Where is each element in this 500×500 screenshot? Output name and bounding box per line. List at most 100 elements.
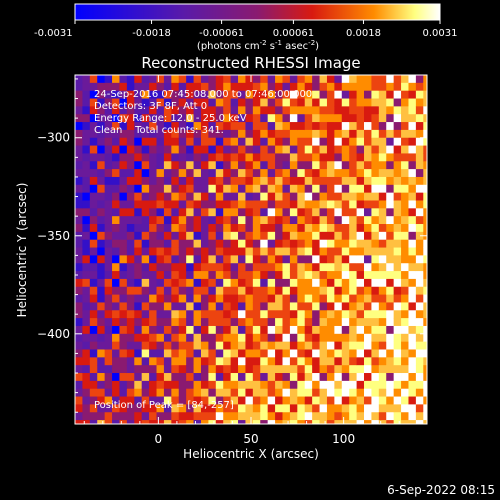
heatmap-pixel [89,325,98,335]
heatmap-pixel [401,357,409,366]
heatmap-pixel [186,106,194,115]
heatmap-pixel [171,122,180,131]
heatmap-pixel [82,373,91,382]
heatmap-pixel [275,129,283,139]
heatmap-pixel [252,325,261,335]
heatmap-pixel [134,145,143,154]
heatmap-pixel [119,129,128,139]
heatmap-pixel [275,224,283,233]
heatmap-pixel [119,255,128,264]
heatmap-pixel [186,333,194,343]
heatmap-pixel [267,255,276,264]
heatmap-pixel [149,122,157,131]
heatmap-pixel [178,90,187,99]
heatmap-pixel [378,420,387,424]
heatmap-pixel [200,310,209,319]
heatmap-pixel [312,129,320,139]
heatmap-pixel [378,341,387,350]
heatmap-pixel [104,216,113,225]
heatmap-pixel [149,373,157,382]
heatmap-pixel [289,137,298,146]
heatmap-pixel [275,239,283,248]
heatmap-pixel [149,239,157,248]
heatmap-pixel [230,231,239,241]
heatmap-pixel [171,239,180,248]
heatmap-pixel [334,153,343,162]
heatmap-pixel [289,224,298,233]
heatmap-pixel [75,247,83,256]
heatmap-pixel [126,239,135,248]
heatmap-pixel [112,263,120,272]
heatmap-pixel [378,325,387,335]
heatmap-pixel [341,129,350,139]
heatmap-pixel [223,75,232,84]
heatmap-pixel [89,200,98,209]
heatmap-pixel [126,200,135,209]
heatmap-pixel [312,137,320,146]
heatmap-pixel [238,294,246,303]
heatmap-pixel [163,263,172,272]
heatmap-pixel [423,145,427,154]
heatmap-pixel [341,278,350,288]
heatmap-pixel [282,396,291,405]
heatmap-pixel [186,286,194,295]
heatmap-pixel [82,169,91,178]
heatmap-pixel [223,341,232,350]
heatmap-pixel [260,278,269,288]
heatmap-pixel [126,122,135,131]
heatmap-pixel [401,184,409,194]
heatmap-pixel [319,231,328,241]
heatmap-pixel [423,137,427,146]
heatmap-pixel [326,404,335,413]
heatmap-pixel [275,247,283,256]
heatmap-pixel [178,333,187,343]
heatmap-pixel [245,122,254,131]
heatmap-pixel [260,294,269,303]
heatmap-pixel [82,176,91,186]
heatmap-pixel [141,278,150,288]
heatmap-pixel [386,114,395,123]
heatmap-pixel [238,114,246,123]
heatmap-pixel [126,208,135,217]
heatmap-pixel [230,82,239,92]
heatmap-pixel [230,145,239,154]
heatmap-pixel [252,176,261,186]
heatmap-pixel [200,341,209,350]
heatmap-pixel [119,404,128,413]
heatmap-pixel [89,192,98,201]
heatmap-pixel [349,122,357,131]
heatmap-pixel [282,129,291,139]
heatmap-pixel [163,208,172,217]
heatmap-pixel [386,106,395,115]
heatmap-pixel [319,310,328,319]
heatmap-pixel [223,302,232,311]
heatmap-pixel [275,388,283,397]
heatmap-pixel [245,388,254,397]
heatmap-pixel [82,278,91,288]
heatmap-pixel [267,239,276,248]
heatmap-pixel [223,200,232,209]
heatmap-pixel [312,294,320,303]
heatmap-pixel [141,114,150,123]
heatmap-pixel [371,341,380,350]
heatmap-pixel [171,90,180,99]
heatmap-pixel [304,302,313,311]
heatmap-pixel [289,349,298,358]
heatmap-pixel [275,412,283,421]
heatmap-pixel [230,75,239,84]
heatmap-pixel [260,380,269,390]
heatmap-pixel [126,318,135,327]
heatmap-pixel [89,404,98,413]
heatmap-pixel [112,176,120,186]
heatmap-pixel [104,349,113,358]
heatmap-pixel [267,192,276,201]
heatmap-pixel [408,294,417,303]
heatmap-pixel [223,90,232,99]
heatmap-pixel [200,388,209,397]
heatmap-pixel [267,310,276,319]
heatmap-pixel [334,294,343,303]
heatmap-pixel [386,239,395,248]
heatmap-pixel [171,145,180,154]
colorbar-tick-label: 0.00061 [273,28,314,39]
heatmap-pixel [245,224,254,233]
